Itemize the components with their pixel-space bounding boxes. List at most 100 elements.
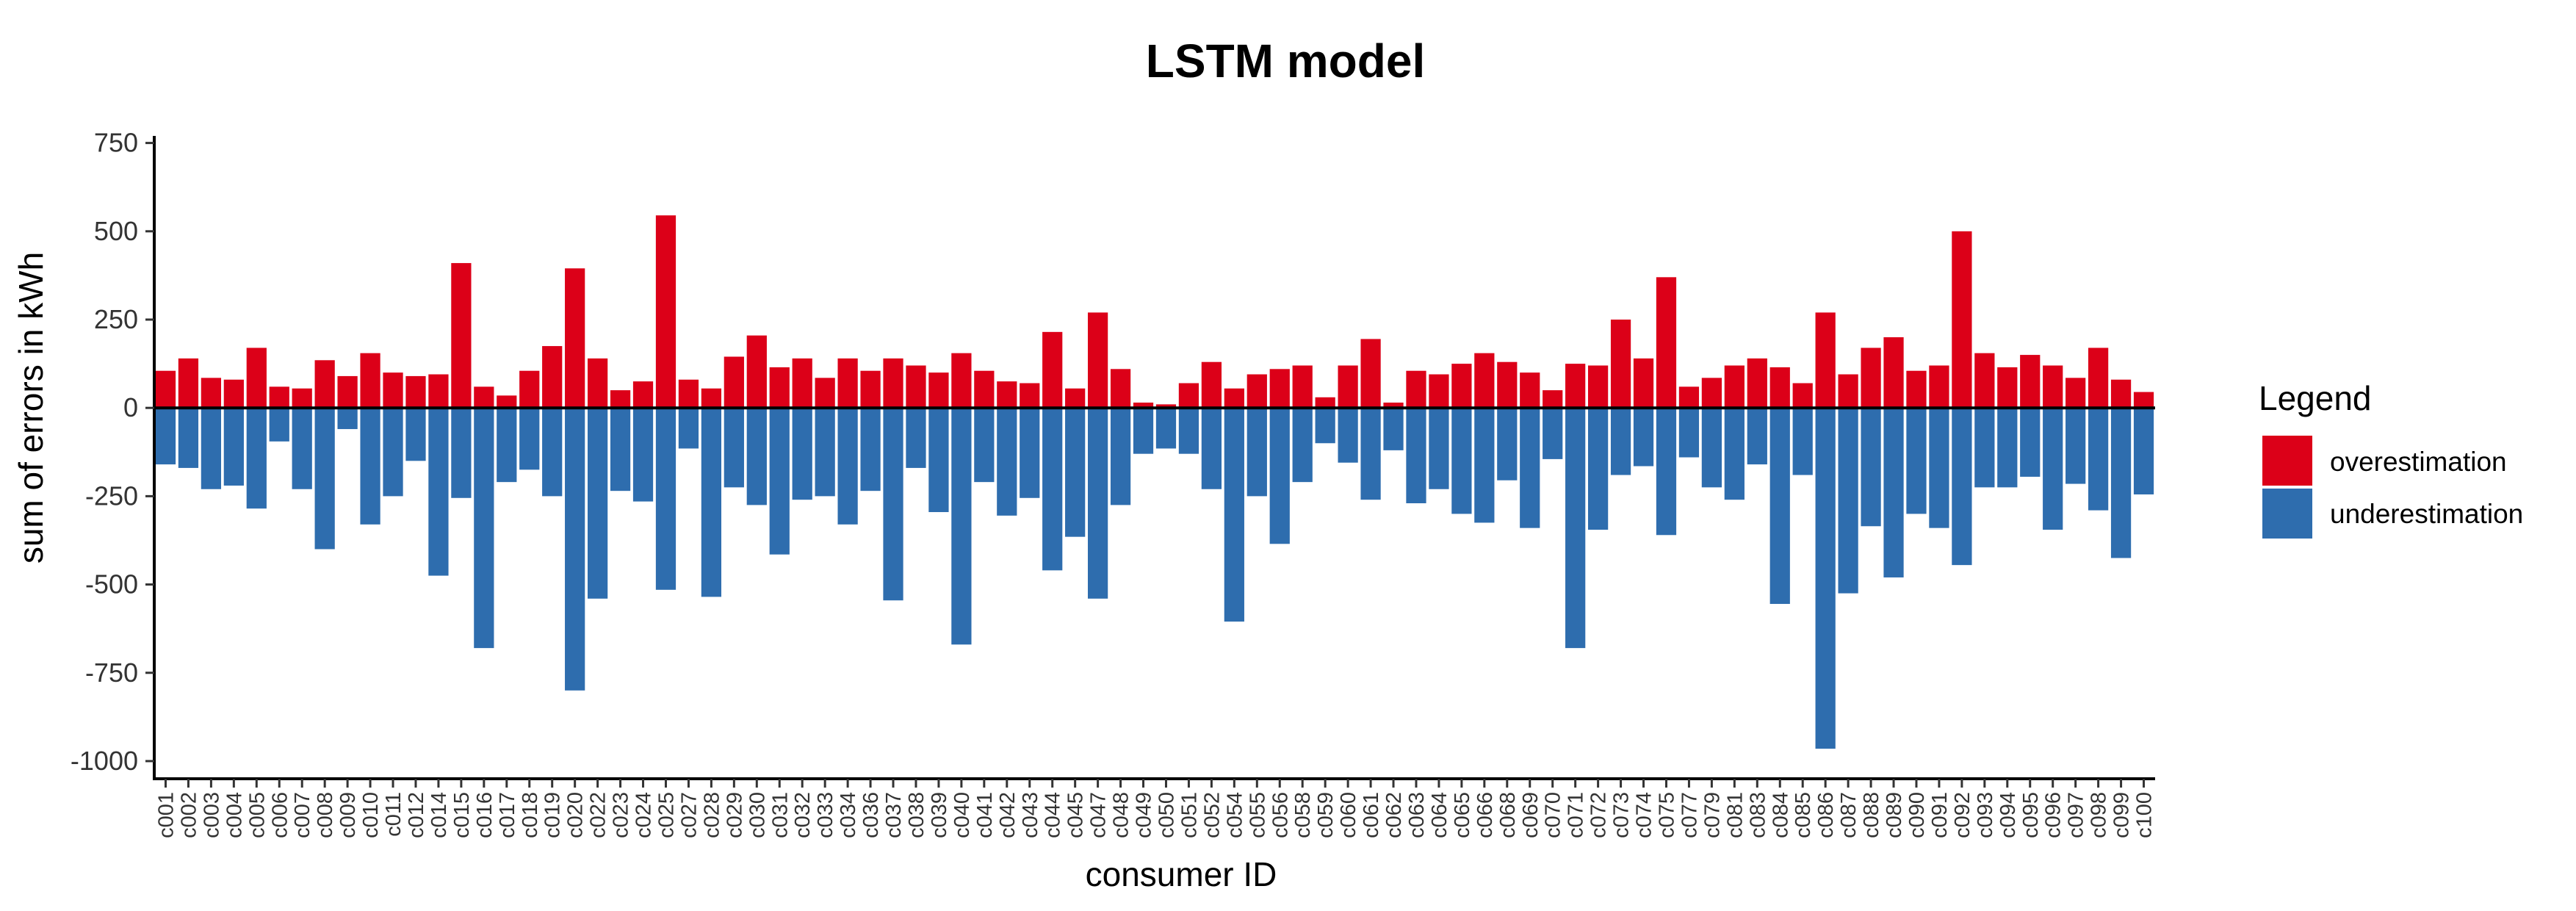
bar-underestimation-c010 <box>360 408 380 525</box>
y-tick-label: -500 <box>85 569 138 599</box>
bar-underestimation-c071 <box>1565 408 1586 649</box>
x-tick-label: c096 <box>2042 792 2066 838</box>
bar-underestimation-c018 <box>519 408 540 470</box>
bar-overestimation-c014 <box>428 374 449 408</box>
x-tick-label: c025 <box>654 792 678 838</box>
bar-overestimation-c090 <box>1906 370 1927 408</box>
bar-overestimation-c033 <box>815 378 835 408</box>
x-tick-label: c099 <box>2110 792 2134 838</box>
bar-overestimation-c055 <box>1246 374 1267 408</box>
x-tick-label: c039 <box>928 792 951 838</box>
bar-overestimation-c038 <box>906 365 926 408</box>
bar-underestimation-c039 <box>928 408 949 513</box>
legend-title: Legend <box>2259 379 2372 417</box>
bar-underestimation-c059 <box>1315 408 1335 444</box>
bar-underestimation-c064 <box>1429 408 1449 489</box>
bar-overestimation-c024 <box>632 381 654 408</box>
bar-overestimation-c052 <box>1201 361 1222 408</box>
bar-underestimation-c040 <box>951 408 972 645</box>
bar-underestimation-c054 <box>1224 408 1244 622</box>
bar-overestimation-c048 <box>1110 369 1131 408</box>
bar-overestimation-c028 <box>701 388 722 408</box>
bar-underestimation-c030 <box>746 408 767 505</box>
bar-underestimation-c032 <box>792 408 812 500</box>
bar-overestimation-c020 <box>565 268 585 408</box>
bar-overestimation-c050 <box>1155 404 1177 408</box>
bar-overestimation-c022 <box>587 358 608 408</box>
bar-underestimation-c042 <box>997 408 1017 516</box>
bar-overestimation-c068 <box>1497 361 1518 408</box>
x-tick-label: c098 <box>2088 792 2111 838</box>
x-tick-label: c004 <box>223 792 246 838</box>
bar-overestimation-c063 <box>1406 370 1426 408</box>
x-tick-label: c031 <box>768 792 792 838</box>
x-tick-label: c029 <box>723 792 746 838</box>
bar-underestimation-c024 <box>632 408 654 502</box>
x-tick-label: c090 <box>1905 792 1929 838</box>
x-tick-label: c011 <box>382 792 405 837</box>
bar-overestimation-c095 <box>2020 355 2041 408</box>
bar-underestimation-c097 <box>2066 408 2086 484</box>
bar-underestimation-c091 <box>1929 408 1949 528</box>
x-tick-label: c024 <box>632 792 656 838</box>
x-tick-label: c052 <box>1200 792 1224 838</box>
x-tick-label: c034 <box>837 792 860 838</box>
x-tick-label: c018 <box>519 792 542 838</box>
bar-underestimation-c077 <box>1678 408 1700 458</box>
bar-underestimation-c036 <box>860 408 881 491</box>
bar-overestimation-c010 <box>360 353 380 408</box>
x-tick-label: c007 <box>291 792 314 838</box>
bar-underestimation-c072 <box>1587 408 1609 530</box>
x-tick-label: c042 <box>996 792 1020 838</box>
y-axis-title: sum of errors in kWh <box>12 252 50 563</box>
x-tick-label: c044 <box>1042 792 1065 838</box>
bar-overestimation-c059 <box>1315 397 1335 408</box>
bar-underestimation-c058 <box>1292 408 1313 483</box>
bar-overestimation-c040 <box>951 353 972 408</box>
bar-underestimation-c100 <box>2133 408 2154 494</box>
bar-underestimation-c047 <box>1087 408 1108 599</box>
bar-underestimation-c093 <box>1974 408 1995 488</box>
bar-overestimation-c096 <box>2043 365 2063 408</box>
x-tick-label: c003 <box>200 792 223 838</box>
bar-overestimation-c056 <box>1269 369 1290 408</box>
x-tick-label: c038 <box>905 792 928 838</box>
x-tick-label: c059 <box>1314 792 1338 838</box>
bar-underestimation-c045 <box>1065 408 1086 537</box>
x-tick-label: c072 <box>1587 792 1611 838</box>
bar-overestimation-c019 <box>542 346 563 408</box>
x-tick-label: c016 <box>473 792 497 838</box>
x-tick-label: c085 <box>1792 792 1815 838</box>
x-tick-label: c051 <box>1177 792 1201 838</box>
x-tick-label: c009 <box>336 792 360 838</box>
bar-overestimation-c009 <box>337 375 358 408</box>
bar-underestimation-c005 <box>246 408 267 509</box>
x-tick-label: c015 <box>450 792 474 838</box>
legend-swatch-underestimation <box>2262 489 2312 539</box>
bar-overestimation-c054 <box>1224 388 1244 408</box>
x-tick-label: c043 <box>1019 792 1042 838</box>
bar-underestimation-c079 <box>1701 408 1722 488</box>
bar-overestimation-c073 <box>1610 320 1631 408</box>
bar-overestimation-c092 <box>1952 231 1972 408</box>
x-tick-label: c066 <box>1473 792 1497 838</box>
bar-underestimation-c037 <box>883 408 903 601</box>
bar-underestimation-c060 <box>1338 408 1358 463</box>
x-tick-label: c001 <box>154 792 178 838</box>
bar-overestimation-c025 <box>655 215 677 408</box>
bar-underestimation-c015 <box>451 408 472 498</box>
bar-underestimation-c009 <box>337 408 358 430</box>
bar-overestimation-c044 <box>1042 331 1063 408</box>
y-tick-label: 250 <box>94 304 138 334</box>
x-tick-label: c073 <box>1610 792 1634 838</box>
bar-overestimation-c036 <box>860 370 881 408</box>
bar-overestimation-c034 <box>837 358 858 408</box>
x-tick-label: c020 <box>564 792 588 838</box>
bar-underestimation-c052 <box>1201 408 1222 489</box>
x-tick-label: c028 <box>700 792 724 838</box>
bar-underestimation-c022 <box>587 408 608 599</box>
bar-overestimation-c084 <box>1769 367 1790 408</box>
bar-underestimation-c007 <box>292 408 312 489</box>
bar-underestimation-c038 <box>906 408 926 468</box>
bar-underestimation-c025 <box>655 408 677 590</box>
